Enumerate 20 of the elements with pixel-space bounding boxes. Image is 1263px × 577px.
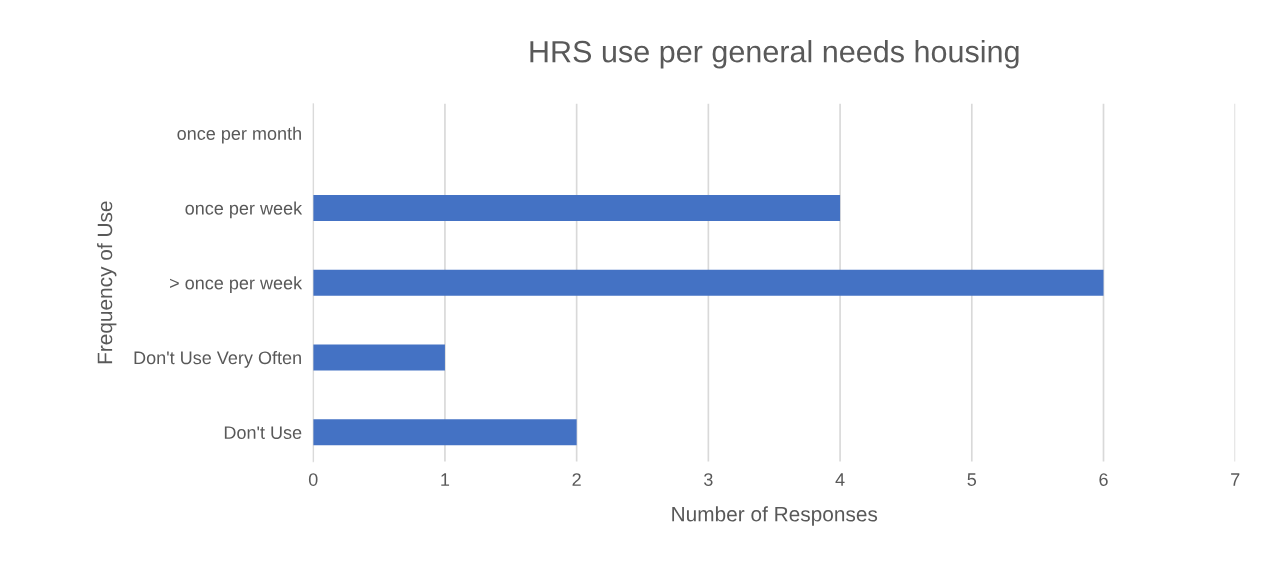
x-tick-label: 4 <box>835 473 845 486</box>
x-tick-label: 7 <box>1231 473 1240 486</box>
y-axis-title: Frequency of Use <box>97 201 117 364</box>
y-tick-label: Don't Use <box>224 426 302 439</box>
bar <box>313 344 445 371</box>
x-tick-label: 2 <box>572 473 581 486</box>
x-tick-label: 3 <box>704 473 713 486</box>
x-tick-label: 5 <box>967 473 977 486</box>
bar <box>313 269 1104 296</box>
x-tick-label: 6 <box>1099 473 1108 486</box>
chart-title: HRS use per general needs housing <box>530 40 1019 69</box>
y-tick-label: once per month <box>177 126 301 144</box>
bar <box>313 194 841 222</box>
y-tick-label: Don't Use Very Often <box>134 350 301 368</box>
x-tick-label: 1 <box>441 473 450 486</box>
x-axis-title: Number of Responses <box>672 506 878 526</box>
y-tick-label: > once per week <box>170 276 303 294</box>
x-tick-label: 0 <box>308 473 318 486</box>
y-tick-label: once per week <box>185 201 303 219</box>
bar <box>313 419 577 446</box>
